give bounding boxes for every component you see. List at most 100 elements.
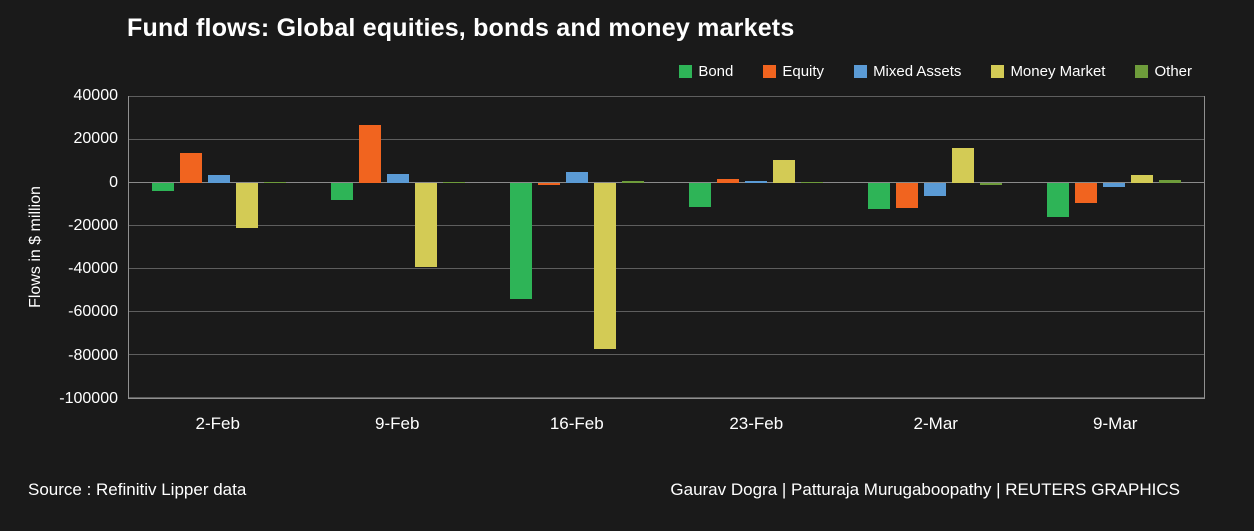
x-tick-label: 2-Feb: [195, 414, 240, 433]
bar-groups: [129, 97, 1204, 398]
bar-equity-23-feb: [717, 178, 740, 183]
bar-slot: [593, 97, 616, 398]
bar-group-2-feb: [129, 97, 308, 398]
bar-equity-2-mar: [896, 183, 919, 208]
bar-slot: [565, 97, 588, 398]
bar-slot: [773, 97, 796, 398]
source-note: Source : Refinitiv Lipper data: [28, 480, 247, 499]
x-tick-label: 16-Feb: [549, 414, 604, 433]
bar-other-2-mar: [980, 183, 1003, 185]
bar-slot: [1075, 97, 1098, 398]
bar-other-16-feb: [621, 180, 644, 183]
gridline: [129, 138, 1204, 140]
bar-slot: [924, 97, 947, 398]
gridline: [129, 397, 1204, 398]
bar-slot: [1131, 97, 1154, 398]
y-tick-label: -80000: [68, 346, 118, 364]
bar-bond-16-feb: [509, 183, 532, 300]
bar-slot: [414, 97, 437, 398]
legend-item-other: Other: [1135, 63, 1192, 80]
bar-slot: [358, 97, 381, 398]
bar-slot: [1103, 97, 1126, 398]
bar-slot: [717, 97, 740, 398]
y-tick-label: -20000: [68, 216, 118, 234]
y-tick-label: -60000: [68, 303, 118, 321]
bar-other-9-feb: [442, 181, 465, 183]
bar-slot: [263, 97, 286, 398]
legend-item-mixed-assets: Mixed Assets: [854, 63, 961, 80]
legend-label-money-market: Money Market: [1010, 63, 1106, 80]
bar-slot: [386, 97, 409, 398]
bar-bond-2-mar: [868, 183, 891, 209]
x-axis-labels: 2-Feb 9-Feb 16-Feb 23-Feb 2-Mar 9-Mar: [128, 414, 1205, 434]
bar-bond-9-feb: [330, 183, 353, 201]
bar-group-16-feb: [487, 97, 666, 398]
bar-slot: [621, 97, 644, 398]
zero-line: [129, 181, 1204, 183]
bar-mixed-assets-23-feb: [745, 180, 768, 183]
bar-slot: [235, 97, 258, 398]
bar-slot: [207, 97, 230, 398]
legend-item-bond: Bond: [679, 63, 733, 80]
bar-slot: [330, 97, 353, 398]
bar-slot: [537, 97, 560, 398]
gridline: [129, 311, 1204, 312]
legend-label-bond: Bond: [698, 63, 734, 80]
mixed-assets-swatch-icon: [854, 65, 868, 78]
gridline: [129, 267, 1204, 269]
y-tick-label: 0: [109, 173, 118, 191]
bar-slot: [689, 97, 712, 398]
bar-slot: [151, 97, 174, 398]
legend-label-mixed-assets: Mixed Assets: [873, 63, 962, 80]
bar-mixed-assets-9-mar: [1103, 183, 1126, 188]
equity-swatch-icon: [763, 65, 777, 78]
bar-group-2-mar: [846, 97, 1025, 398]
other-swatch-icon: [1135, 65, 1149, 78]
bar-mixed-assets-2-mar: [924, 183, 947, 196]
bar-slot: [1047, 97, 1070, 398]
bar-slot: [896, 97, 919, 398]
legend-label-equity: Equity: [782, 63, 825, 80]
bar-slot: [509, 97, 532, 398]
bar-group-9-mar: [1025, 97, 1204, 398]
bar-equity-2-feb: [179, 152, 202, 183]
bar-group-9-feb: [308, 97, 487, 398]
bar-group-23-feb: [667, 97, 846, 398]
money-market-swatch-icon: [991, 65, 1005, 78]
bar-mixed-assets-2-feb: [207, 175, 230, 183]
bar-slot: [179, 97, 202, 398]
bar-bond-9-mar: [1047, 183, 1070, 218]
x-tick-label: 2-Mar: [913, 414, 958, 433]
bar-money-market-9-mar: [1131, 175, 1154, 183]
bar-other-2-feb: [263, 181, 286, 183]
bar-other-9-mar: [1159, 179, 1182, 183]
bar-slot: [442, 97, 465, 398]
bar-money-market-9-feb: [414, 183, 437, 267]
chart-title: Fund flows: Global equities, bonds and m…: [127, 14, 795, 42]
bar-bond-2-feb: [151, 183, 174, 191]
bar-money-market-23-feb: [773, 160, 796, 183]
bar-slot: [745, 97, 768, 398]
y-axis-labels: 40000 20000 0 -20000 -40000 -60000 -80000 -1000…: [0, 87, 119, 407]
gridline: [129, 354, 1204, 355]
legend-item-money-market: Money Market: [991, 63, 1105, 80]
bar-slot: [980, 97, 1003, 398]
bar-equity-16-feb: [537, 183, 560, 186]
bar-slot: [868, 97, 891, 398]
legend-label-other: Other: [1154, 63, 1192, 80]
y-tick-label: 20000: [73, 130, 119, 148]
legend-item-equity: Equity: [763, 63, 824, 80]
credits-note: Gaurav Dogra | Patturaja Murugaboopathy …: [670, 480, 1180, 499]
legend: Bond Equity Mixed Assets Money Market Ot…: [679, 63, 1192, 80]
x-tick-label: 23-Feb: [729, 414, 784, 433]
bar-mixed-assets-9-feb: [386, 174, 409, 183]
bar-money-market-2-mar: [952, 147, 975, 183]
y-tick-label: 40000: [73, 87, 119, 104]
bar-money-market-2-feb: [235, 183, 258, 229]
bar-equity-9-mar: [1075, 183, 1098, 204]
plot-area: [128, 96, 1205, 399]
x-tick-label: 9-Feb: [375, 414, 420, 433]
bar-slot: [801, 97, 824, 398]
bar-equity-9-feb: [358, 124, 381, 183]
y-tick-label: -100000: [59, 390, 118, 407]
